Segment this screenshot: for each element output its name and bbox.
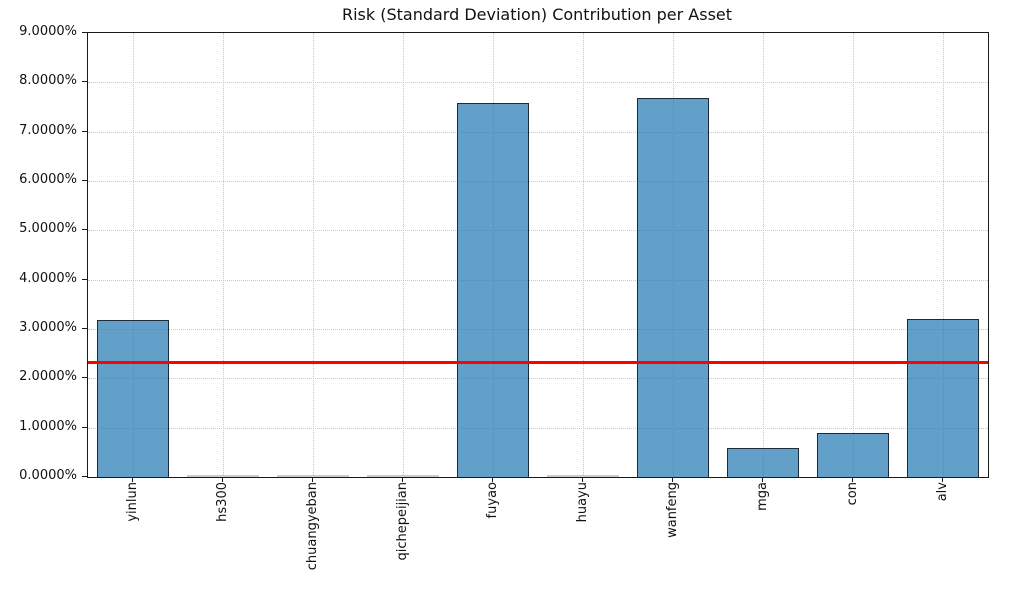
x-tick-mark (762, 477, 763, 482)
x-tick-mark (852, 477, 853, 482)
x-tick-mark (402, 477, 403, 482)
x-slot: huayu (537, 482, 627, 590)
gridline-vertical (313, 33, 314, 477)
reference-line (88, 361, 988, 365)
gridline-vertical (403, 33, 404, 477)
bar-fuyao (457, 103, 529, 477)
y-tick-mark (82, 130, 87, 132)
y-tick-label: 6.0000% (19, 172, 77, 187)
gridline-vertical (853, 33, 854, 477)
x-slot: alv (897, 482, 987, 590)
x-tick-label-fuyao: fuyao (484, 482, 500, 519)
y-tick-label: 8.0000% (19, 73, 77, 89)
gridline-vertical (763, 33, 764, 477)
y-tick-label: 5.0000% (19, 221, 77, 237)
bar-alv (907, 318, 979, 477)
bar-huayu (547, 475, 619, 477)
y-tick-mark (82, 328, 87, 329)
x-tick-label-yinlun: yinlun (124, 482, 140, 522)
y-tick-mark (82, 278, 87, 280)
bar-chuangyeban (277, 475, 349, 477)
bar-yinlun (97, 320, 169, 477)
x-slot: mga (717, 482, 807, 590)
x-tick-label-huayu: huayu (574, 482, 590, 523)
bar-con (817, 432, 889, 477)
y-tick-label: 9.0000% (19, 24, 77, 39)
x-axis: yinlun hs300 chuangyeban qichepeijian fuyao h… (87, 482, 987, 590)
y-tick-label: 3.0000% (19, 320, 77, 335)
x-slot: yinlun (87, 482, 177, 590)
x-slot: hs300 (177, 482, 267, 590)
bar-hs300 (187, 475, 259, 477)
gridline-horizontal (88, 427, 988, 429)
y-tick-mark (82, 180, 87, 181)
x-tick-mark (492, 477, 493, 482)
x-tick-label-qichepeijian: qichepeijian (394, 482, 410, 561)
y-tick-mark (82, 426, 87, 428)
gridline-vertical (943, 33, 944, 477)
gridline-vertical (133, 33, 134, 477)
bar-qichepeijian (367, 475, 439, 477)
y-tick-label: 0.0000% (19, 468, 77, 483)
gridline-vertical (223, 33, 224, 477)
y-tick-label: 4.0000% (19, 270, 77, 286)
gridline-horizontal (88, 329, 988, 330)
gridline-horizontal (88, 230, 988, 232)
gridline-horizontal (88, 279, 988, 281)
y-tick-mark (82, 81, 87, 83)
x-tick-mark (222, 477, 223, 482)
y-tick-label: 1.0000% (19, 418, 77, 434)
x-tick-label-mga: mga (754, 482, 770, 511)
plot-area (87, 32, 989, 478)
x-tick-label-hs300: hs300 (214, 482, 230, 522)
x-slot: fuyao (447, 482, 537, 590)
x-slot: chuangyeban (267, 482, 357, 590)
x-slot: con (807, 482, 897, 590)
x-tick-mark (582, 477, 583, 482)
gridline-horizontal (88, 131, 988, 133)
gridline-vertical (583, 33, 584, 477)
gridline-horizontal (88, 82, 988, 84)
x-tick-mark (132, 477, 133, 482)
x-slot: qichepeijian (357, 482, 447, 590)
x-tick-label-wanfeng: wanfeng (664, 482, 680, 538)
bar-mga (727, 447, 799, 477)
x-tick-mark (312, 477, 313, 482)
gridline-horizontal (88, 181, 988, 182)
y-tick-mark (82, 476, 87, 477)
y-tick-label: 2.0000% (19, 369, 77, 385)
chart-title: Risk (Standard Deviation) Contribution p… (341, 5, 733, 24)
y-tick-mark (82, 229, 87, 231)
x-tick-mark (942, 477, 943, 482)
y-tick-mark (82, 377, 87, 379)
bar-wanfeng (637, 98, 709, 477)
x-tick-label-con: con (844, 482, 860, 506)
x-slot: wanfeng (627, 482, 717, 590)
x-tick-label-alv: alv (934, 482, 950, 502)
gridline-horizontal (88, 378, 988, 380)
x-tick-mark (672, 477, 673, 482)
y-tick-mark (82, 32, 87, 33)
x-tick-label-chuangyeban: chuangyeban (304, 482, 320, 571)
y-tick-label: 7.0000% (19, 122, 77, 138)
